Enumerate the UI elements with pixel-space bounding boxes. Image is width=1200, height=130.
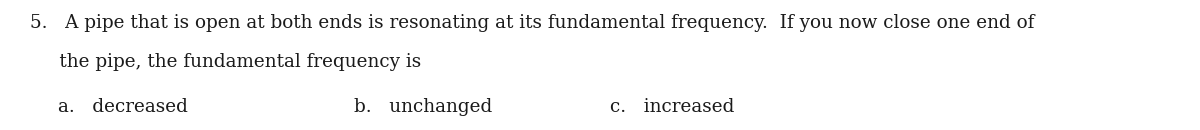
- Text: 5.   A pipe that is open at both ends is resonating at its fundamental frequency: 5. A pipe that is open at both ends is r…: [30, 14, 1034, 32]
- Text: a.   decreased: a. decreased: [58, 98, 187, 116]
- Text: c.   increased: c. increased: [610, 98, 734, 116]
- Text: the pipe, the fundamental frequency is: the pipe, the fundamental frequency is: [30, 53, 421, 71]
- Text: b.   unchanged: b. unchanged: [354, 98, 492, 116]
